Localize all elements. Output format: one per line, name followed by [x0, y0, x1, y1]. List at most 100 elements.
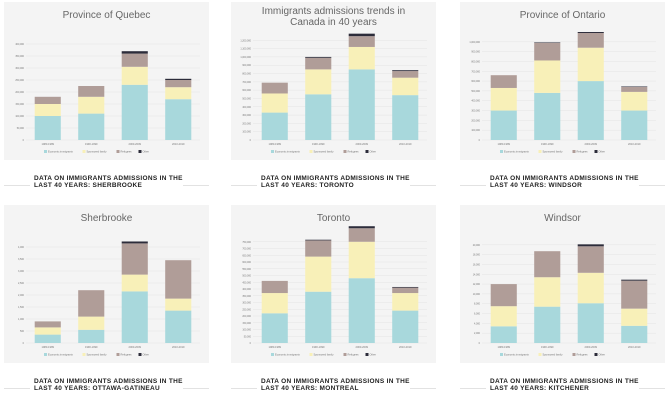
- bar-segment: [121, 66, 148, 85]
- bar-segment: [261, 82, 288, 94]
- y-tick-label: 20,000: [473, 244, 481, 247]
- caption-block: Data on immigrants admissions in the las…: [231, 175, 436, 215]
- y-tick-label: 100,000: [471, 129, 480, 132]
- bar-segment: [534, 60, 561, 93]
- bar-segment: [534, 92, 561, 140]
- bar-segment: [490, 306, 517, 327]
- bar-segment: [577, 47, 604, 82]
- y-tick-label: 1,500: [18, 306, 25, 309]
- bar-segment: [305, 57, 332, 70]
- legend-label: Other: [370, 353, 377, 357]
- legend-label: Economic immigrants: [48, 353, 73, 357]
- bar-segment: [621, 91, 648, 111]
- bar-segment: [534, 277, 561, 307]
- y-tick-label: 6,000: [474, 313, 481, 316]
- y-tick-label: 600,000: [471, 80, 480, 83]
- y-tick-label: 4,000: [18, 246, 25, 249]
- bar-segment: [348, 228, 375, 242]
- legend-swatch: [82, 150, 86, 153]
- bar-segment: [78, 113, 105, 140]
- legend-swatch: [594, 353, 598, 356]
- bar-segment: [577, 246, 604, 273]
- y-tick-label: 14,000: [473, 273, 481, 276]
- y-tick-label: 10,000: [473, 293, 481, 296]
- x-tick-label: 1990-1999: [541, 345, 554, 349]
- y-tick-label: 100,000: [242, 131, 251, 134]
- legend-label: Refugees: [121, 150, 133, 154]
- bar-segment: [621, 325, 648, 343]
- legend-swatch: [500, 353, 503, 356]
- legend-swatch: [538, 353, 542, 356]
- y-tick-label: 800,000: [242, 73, 251, 76]
- legend-label: Economic immigrants: [504, 150, 529, 154]
- x-tick-label: 1980-1989: [42, 345, 55, 349]
- bar-segment: [261, 293, 288, 314]
- stacked-bar-chart: 0 100,000 200,000 300,000 400,000 500,000 600,…: [240, 33, 427, 154]
- y-tick-label: 300,000: [471, 110, 480, 113]
- chart-title: Toronto: [316, 213, 351, 224]
- legend-swatch: [82, 353, 86, 356]
- y-tick-label: 100,000: [15, 115, 24, 118]
- y-tick-label: 0: [23, 139, 25, 142]
- bar-segment: [348, 33, 375, 37]
- y-tick-label: 16,000: [473, 263, 481, 266]
- legend-swatch: [116, 150, 120, 153]
- legend-label: Economic immigrants: [275, 353, 300, 357]
- bar-segment: [165, 99, 192, 140]
- bar-segment: [348, 278, 375, 343]
- y-tick-label: 300,000: [242, 114, 251, 117]
- caption-block: Data on immigrants admissions in the las…: [460, 378, 665, 400]
- chart-panel: Sherbrooke 0 500 1,000 1,500 2,000 2,500 3,000…: [4, 205, 209, 363]
- y-tick-label: 0: [23, 342, 25, 345]
- y-tick-label: 250,000: [242, 308, 251, 311]
- bar-segment: [121, 84, 148, 140]
- y-tick-label: 2,500: [18, 282, 25, 285]
- legend-label: Sponsored family: [314, 353, 335, 357]
- x-tick-label: 2000-2009: [129, 345, 142, 349]
- bar-segment: [621, 308, 648, 326]
- bar-segment: [490, 284, 517, 307]
- divider: [639, 388, 665, 389]
- bar-segment: [165, 80, 192, 88]
- legend-label: Refugees: [577, 353, 589, 357]
- chart-panel: Province of Quebec 0 50,000 100,000 150,000…: [4, 2, 209, 160]
- x-tick-label: 2010-2019: [628, 142, 641, 146]
- x-tick-label: 1990-1999: [541, 142, 554, 146]
- bar-segment: [78, 329, 105, 343]
- bar-segment: [621, 110, 648, 140]
- x-tick-label: 1980-1989: [498, 142, 511, 146]
- divider: [460, 185, 486, 186]
- y-tick-label: 0: [479, 342, 481, 345]
- y-tick-label: 18,000: [473, 254, 481, 257]
- y-tick-label: 250,000: [15, 79, 24, 82]
- y-tick-label: 2,000: [474, 332, 481, 335]
- legend-label: Sponsored family: [314, 150, 335, 154]
- bar-segment: [577, 303, 604, 343]
- legend-swatch: [44, 150, 47, 153]
- y-tick-label: 600,000: [242, 261, 251, 264]
- bar-segment: [78, 316, 105, 330]
- bar-segment: [621, 280, 648, 309]
- y-tick-label: 600,000: [242, 89, 251, 92]
- bar-segment: [348, 46, 375, 70]
- chart-panel: Province of Ontario 0 100,000 200,000 300,0…: [460, 2, 665, 160]
- caption-block: Data on immigrants admissions in the las…: [231, 378, 436, 400]
- caption-text: Data on immigrants admissions in the las…: [34, 378, 183, 392]
- legend-label: Economic immigrants: [275, 150, 300, 154]
- bar-segment: [348, 226, 375, 229]
- stacked-bar-chart: 0 100,000 200,000 300,000 400,000 500,000 600,…: [469, 32, 656, 154]
- y-tick-label: 500,000: [471, 90, 480, 93]
- bar-segment: [121, 51, 148, 54]
- y-tick-label: 300,000: [242, 302, 251, 305]
- y-tick-label: 2,000: [18, 294, 25, 297]
- bar-segment: [121, 241, 148, 244]
- legend-label: Sponsored family: [543, 353, 564, 357]
- caption-block: Data on immigrants admissions in the las…: [4, 378, 209, 400]
- legend-label: Sponsored family: [87, 150, 108, 154]
- x-tick-label: 2000-2009: [585, 142, 598, 146]
- y-tick-label: 650,000: [242, 254, 251, 257]
- legend-swatch: [365, 353, 369, 356]
- legend-swatch: [594, 150, 598, 153]
- legend-swatch: [116, 353, 120, 356]
- legend-label: Other: [370, 150, 377, 154]
